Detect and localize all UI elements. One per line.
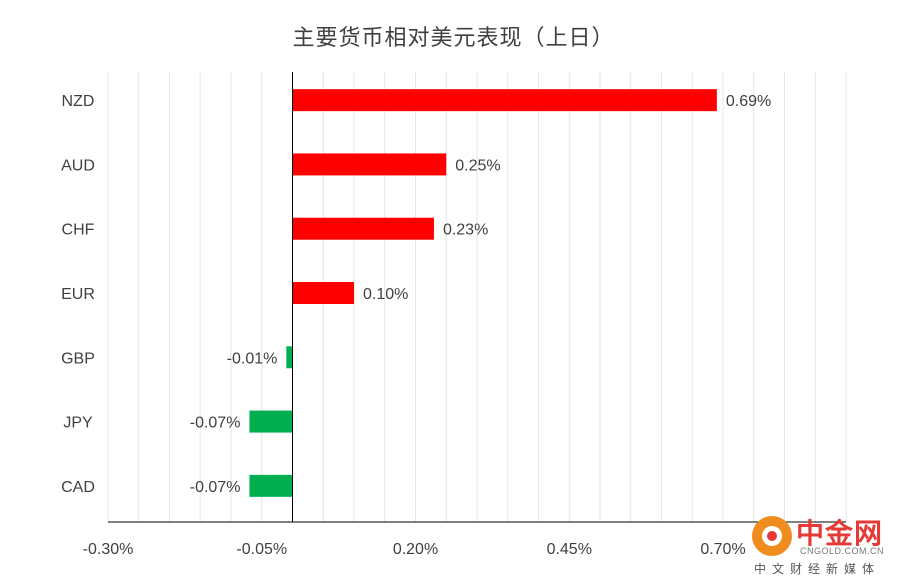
x-tick-label: 0.20% <box>393 541 438 558</box>
cngold-logo: 中金网 CNGOLD.COM.CN 中文财经新媒体 <box>750 510 900 578</box>
logo-domain: CNGOLD.COM.CN <box>800 546 885 556</box>
x-tick-label: -0.30% <box>83 541 134 558</box>
chart-title: 主要货币相对美元表现（上日） <box>292 26 615 51</box>
bar-jpy <box>249 410 293 433</box>
labels-layer: -0.30% -0.05% 0.20% 0.45% 0.70% NZD 0.69% AUD 0.… <box>61 93 771 558</box>
bars-layer <box>249 89 717 497</box>
x-tick-label: 0.45% <box>547 541 592 558</box>
bar-chf <box>292 217 434 240</box>
x-tick-label: 0.70% <box>700 541 745 558</box>
x-tick-label: -0.05% <box>236 541 287 558</box>
category-label: CHF <box>62 222 95 239</box>
data-label: 0.23% <box>443 222 488 239</box>
data-label: -0.01% <box>227 350 278 367</box>
data-label: 0.69% <box>726 93 771 110</box>
category-label: GBP <box>61 350 95 367</box>
bar-gbp <box>286 346 293 369</box>
category-label: JPY <box>63 415 93 432</box>
data-label: -0.07% <box>190 415 241 432</box>
axis-layer <box>108 72 846 523</box>
bar-eur <box>292 282 354 304</box>
bar-nzd <box>292 89 717 112</box>
bar-aud <box>292 153 447 176</box>
category-label: EUR <box>61 286 95 303</box>
logo-mark-icon <box>762 526 782 546</box>
data-label: 0.25% <box>455 157 500 174</box>
data-label: 0.10% <box>363 286 408 303</box>
grid-layer <box>107 72 847 522</box>
bar-cad <box>249 474 293 497</box>
category-label: AUD <box>61 157 95 174</box>
logo-name: 中金网 <box>796 517 884 550</box>
data-label: -0.07% <box>190 479 241 496</box>
logo-slogan: 中文财经新媒体 <box>754 562 881 576</box>
category-label: NZD <box>62 93 95 110</box>
category-label: CAD <box>61 479 95 496</box>
